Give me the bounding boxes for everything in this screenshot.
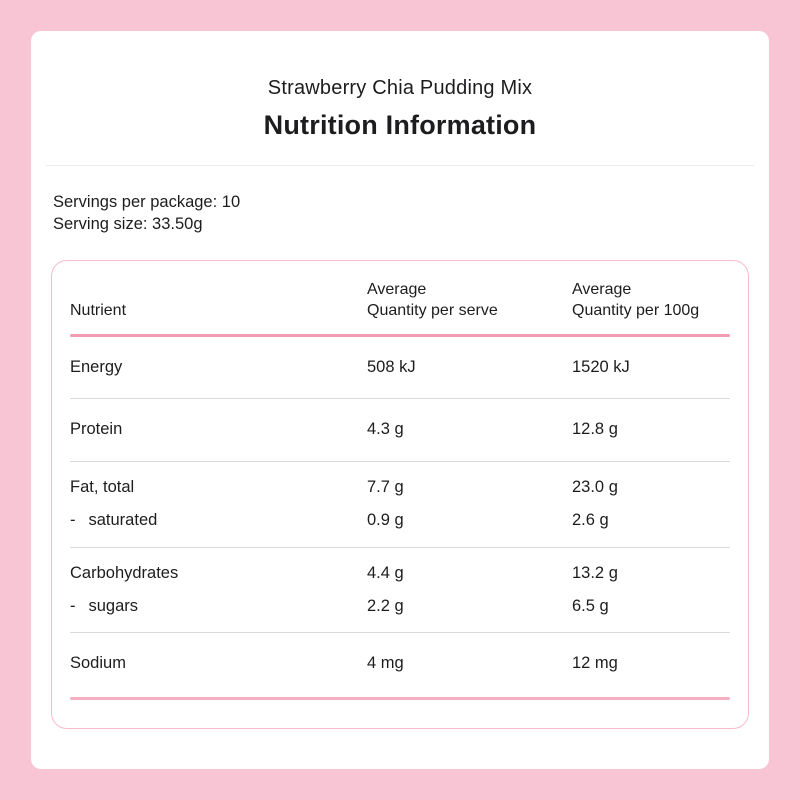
sub-row-dash: - bbox=[70, 511, 76, 530]
table-row-saturated: - saturated 0.9 g 2.6 g bbox=[70, 511, 609, 530]
row-separator bbox=[70, 460, 730, 462]
product-name: Strawberry Chia Pudding Mix bbox=[267, 77, 533, 99]
table-header-row: Nutrient Average Quantity per serve Aver… bbox=[70, 279, 730, 321]
servings-per-package: Servings per package: 10 bbox=[53, 193, 241, 211]
header-underline bbox=[70, 333, 730, 337]
serving-size: Serving size: 33.50g bbox=[53, 214, 203, 233]
row-separator bbox=[70, 546, 730, 548]
title-block: Strawberry Chia Pudding Mix Nutrition In… bbox=[31, 31, 769, 141]
table-row-energy: Energy 508 kJ 1520 kJ bbox=[70, 357, 630, 376]
title-divider bbox=[46, 165, 754, 166]
nutrition-card: Strawberry Chia Pudding Mix Nutrition In… bbox=[31, 31, 769, 769]
nutrition-table: Nutrient Average Quantity per serve Aver… bbox=[51, 259, 749, 729]
serving-info: Servings per package: 10 Serving size: 3… bbox=[53, 192, 769, 236]
row-separator bbox=[70, 632, 730, 634]
row-separator bbox=[70, 398, 730, 400]
page-title: Nutrition Information bbox=[263, 110, 537, 140]
table-row-fat-total: Fat, total 7.7 g 23.0 g bbox=[70, 477, 618, 496]
header-per-serve: Average Quantity per serve bbox=[367, 280, 498, 319]
table-footer-line bbox=[70, 696, 730, 700]
header-per-100g: Average Quantity per 100g bbox=[572, 280, 700, 319]
sub-row-dash: - bbox=[70, 596, 76, 615]
table-row-sugars: - sugars 2.2 g 6.5 g bbox=[70, 596, 609, 615]
table-row-protein: Protein 4.3 g 12.8 g bbox=[70, 420, 618, 439]
header-nutrient: Nutrient bbox=[70, 301, 127, 319]
table-row-sodium: Sodium 4 mg 12 mg bbox=[70, 654, 618, 673]
table-row-carbohydrates: Carbohydrates 4.4 g 13.2 g bbox=[70, 563, 618, 582]
